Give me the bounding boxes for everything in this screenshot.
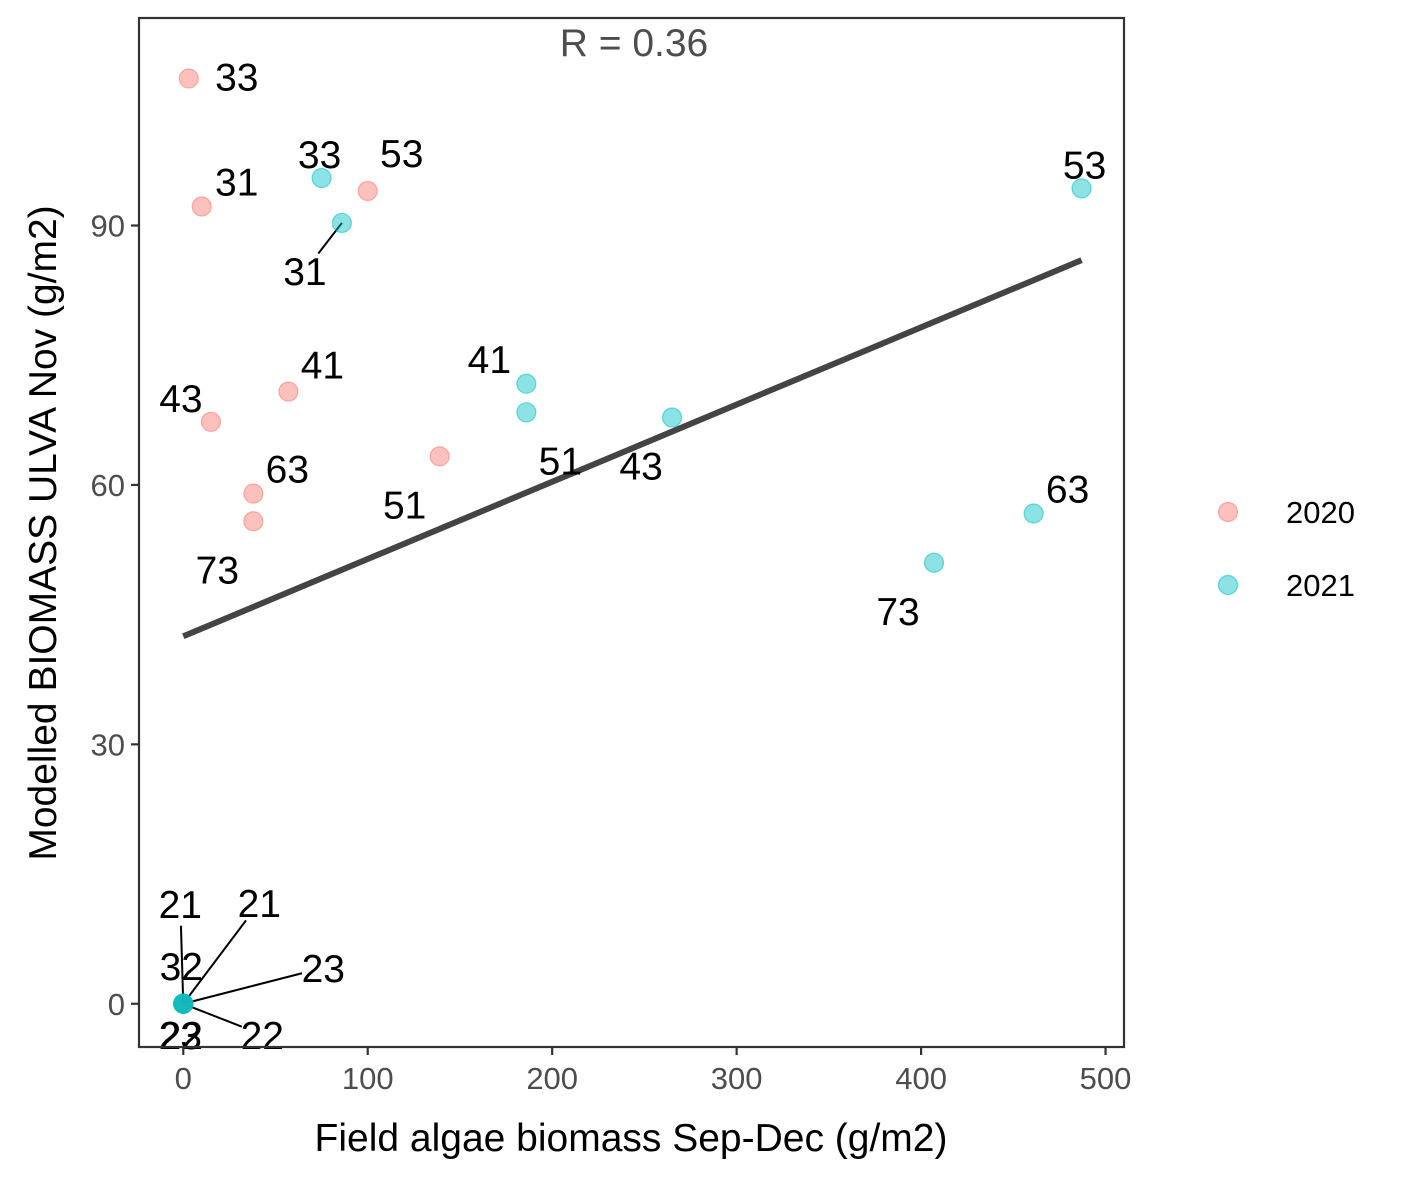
point-label: 63 [1046, 468, 1089, 511]
legend-label: 2021 [1286, 568, 1355, 603]
point-label: 73 [876, 591, 919, 634]
point-label: 41 [301, 345, 344, 388]
point-label: 53 [380, 133, 423, 176]
x-tick-label: 500 [1080, 1061, 1132, 1096]
point-label: 63 [266, 449, 309, 492]
y-tick-label: 30 [91, 727, 125, 762]
x-tick-label: 100 [342, 1061, 394, 1096]
point-label: 41 [468, 339, 511, 382]
point-label: 22 [241, 1015, 284, 1058]
point-label: 23 [302, 948, 345, 991]
data-point-2021 [923, 552, 945, 573]
point-label: 32 [160, 946, 203, 989]
legend-label: 2020 [1286, 495, 1355, 530]
point-label: 43 [159, 378, 202, 421]
data-point-2020 [178, 68, 199, 89]
point-label: 73 [196, 549, 239, 592]
point-label: 51 [539, 440, 582, 483]
y-tick-label: 90 [91, 209, 125, 244]
label-leader-line [179, 925, 185, 1004]
regression-line [182, 257, 1083, 640]
data-point-2020 [191, 196, 212, 217]
points-layer [173, 68, 1092, 1014]
point-label: 33 [298, 134, 341, 177]
point-label: 33 [215, 57, 258, 100]
point-label: 53 [1063, 144, 1106, 187]
regression-layer [182, 257, 1083, 640]
point-label: 51 [383, 484, 426, 527]
legend-key-2021 [1217, 574, 1239, 596]
data-point-2021 [516, 402, 537, 423]
point-label: 22 [160, 1015, 203, 1058]
leader-line-layer [179, 222, 343, 1028]
point-label: 43 [619, 445, 662, 488]
label-leader-line [182, 1002, 243, 1028]
data-point-2020 [243, 483, 264, 504]
y-tick-label: 0 [108, 987, 125, 1022]
y-axis-title: Modelled BIOMASS ULVA Nov (g/m2) [22, 205, 65, 860]
data-point-2021 [173, 993, 194, 1014]
correlation-annotation: R = 0.36 [560, 22, 709, 65]
data-point-2021 [311, 167, 332, 189]
y-tick-label: 60 [91, 468, 125, 503]
point-label: 23 [159, 1015, 202, 1058]
data-point-2021 [1071, 178, 1092, 199]
data-point-2020 [243, 511, 264, 532]
axes-layer: 0 100 200 300 400 500 0 30 60 90 [91, 209, 1132, 1096]
x-tick-label: 0 [175, 1061, 192, 1096]
point-label: 21 [238, 883, 281, 926]
point-label: 31 [215, 162, 258, 205]
legend-key-2020 [1217, 501, 1239, 523]
point-labels-layer: 33 31 53 41 43 51 63 73 21 32 22 33 31 53 41 51 43 63 73 21… [159, 57, 1107, 1058]
label-leader-line [182, 919, 247, 1005]
x-tick-label: 400 [895, 1061, 947, 1096]
data-point-2021 [661, 407, 683, 428]
label-leader-line [183, 972, 303, 1005]
plot-panel-border [137, 16, 1126, 1049]
data-point-2020 [200, 411, 222, 432]
x-axis-title: Field algae biomass Sep-Dec (g/m2) [315, 1117, 948, 1160]
point-label: 31 [283, 251, 326, 294]
data-point-2021 [516, 373, 537, 394]
x-tick-label: 300 [711, 1061, 763, 1096]
x-tick-label: 200 [526, 1061, 578, 1096]
data-point-2021 [331, 212, 353, 234]
data-point-2020 [278, 381, 299, 402]
legend: 2020 2021 [1217, 495, 1355, 603]
data-point-2020 [357, 180, 378, 202]
data-point-2020 [429, 446, 450, 467]
label-leader-line [317, 222, 343, 255]
data-point-2021 [1023, 503, 1044, 524]
point-label: 21 [159, 884, 202, 927]
